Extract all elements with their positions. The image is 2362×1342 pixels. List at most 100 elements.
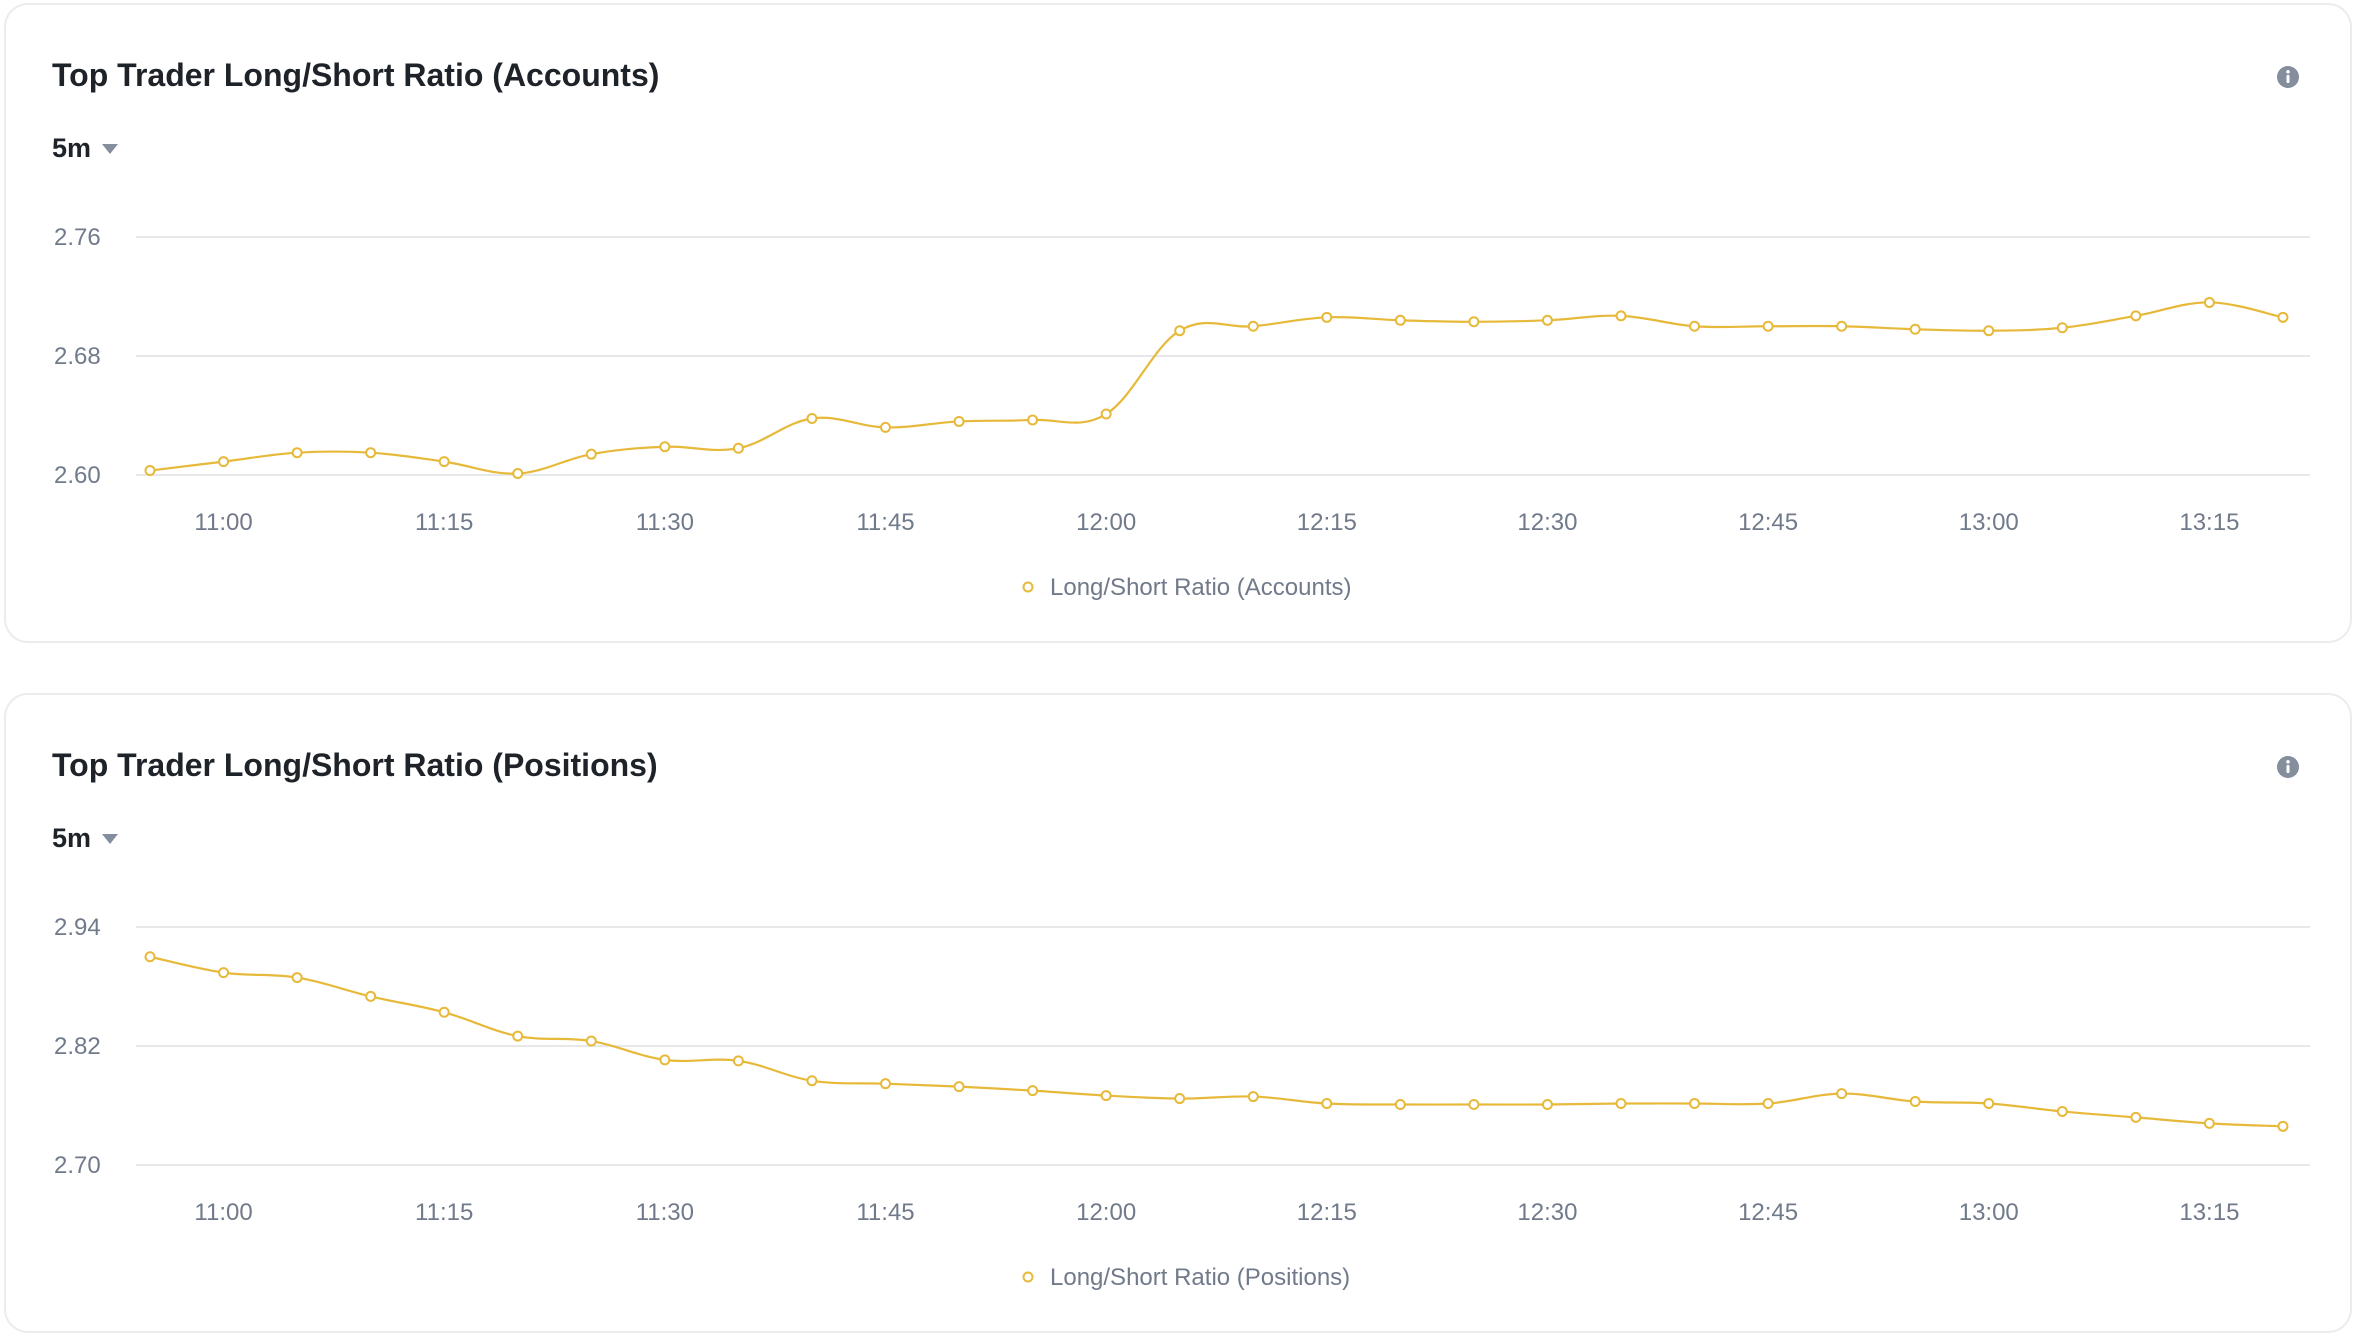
x-tick-label: 12:30 bbox=[1517, 1199, 1577, 1226]
data-point bbox=[1321, 311, 1333, 323]
x-tick-label: 12:00 bbox=[1076, 1199, 1136, 1226]
x-tick-label: 11:45 bbox=[856, 1199, 914, 1226]
x-tick-label: 11:00 bbox=[194, 1199, 252, 1226]
data-point bbox=[218, 967, 230, 979]
x-tick-label: 11:30 bbox=[636, 509, 694, 536]
data-point bbox=[438, 456, 450, 468]
data-point bbox=[365, 990, 377, 1002]
interval-select[interactable]: 5m bbox=[52, 823, 119, 854]
data-point bbox=[1615, 310, 1627, 322]
data-point bbox=[1247, 1091, 1259, 1103]
data-point bbox=[438, 1006, 450, 1018]
data-point bbox=[1468, 1099, 1480, 1111]
data-point bbox=[512, 1030, 524, 1042]
data-point bbox=[512, 468, 524, 480]
y-tick-label: 2.76 bbox=[54, 224, 101, 251]
data-point bbox=[880, 1078, 891, 1090]
legend-marker-icon bbox=[1022, 1271, 1034, 1283]
legend-label: Long/Short Ratio (Accounts) bbox=[1050, 574, 1352, 601]
y-tick-label: 2.68 bbox=[54, 343, 101, 370]
x-tick-label: 12:15 bbox=[1297, 1199, 1357, 1226]
data-point bbox=[1321, 1098, 1333, 1110]
line-chart-positions: 2.70 2.82 2.94 11:00 11:15 11:30 11:45 12:00 12:… bbox=[54, 914, 2310, 1291]
series-line bbox=[149, 301, 2284, 475]
data-point bbox=[2203, 1117, 2215, 1129]
data-point bbox=[2056, 1105, 2068, 1117]
data-point bbox=[880, 421, 891, 433]
data-point bbox=[1836, 1088, 1848, 1100]
data-point bbox=[953, 415, 965, 427]
data-point bbox=[1762, 320, 1774, 332]
caret-down-icon bbox=[102, 143, 119, 154]
data-point bbox=[1689, 320, 1701, 332]
data-point bbox=[1983, 325, 1995, 337]
data-point bbox=[1615, 1098, 1627, 1110]
y-tick-label: 2.70 bbox=[54, 1152, 101, 1179]
data-point bbox=[806, 1075, 818, 1087]
data-point bbox=[144, 951, 156, 963]
data-point bbox=[1247, 320, 1259, 332]
x-tick-label: 13:15 bbox=[2179, 1199, 2239, 1226]
y-tick-label: 2.60 bbox=[54, 462, 101, 489]
data-point bbox=[365, 447, 377, 459]
data-point bbox=[1909, 323, 1921, 335]
x-tick-label: 12:45 bbox=[1738, 1199, 1798, 1226]
x-tick-label: 13:00 bbox=[1959, 1199, 2019, 1226]
chart-card-accounts: Top Trader Long/Short Ratio (Accounts) 5… bbox=[4, 3, 2352, 643]
card-title: Top Trader Long/Short Ratio (Accounts) bbox=[52, 57, 660, 93]
data-point bbox=[806, 412, 818, 424]
data-point bbox=[2277, 311, 2289, 323]
x-tick-label: 11:45 bbox=[856, 509, 914, 536]
x-tick-label: 11:15 bbox=[415, 1199, 473, 1226]
data-point bbox=[1394, 1099, 1406, 1111]
data-point bbox=[291, 972, 303, 984]
data-point bbox=[1541, 1099, 1553, 1111]
info-icon[interactable] bbox=[2276, 65, 2300, 89]
data-point bbox=[1100, 1090, 1112, 1102]
x-tick-label: 13:15 bbox=[2179, 509, 2239, 536]
data-point bbox=[2056, 322, 2068, 334]
card-title: Top Trader Long/Short Ratio (Positions) bbox=[52, 747, 658, 783]
data-point bbox=[1027, 1085, 1039, 1097]
info-icon[interactable] bbox=[2276, 755, 2300, 779]
interval-select[interactable]: 5m bbox=[52, 133, 119, 164]
data-point bbox=[585, 448, 597, 460]
data-point bbox=[1541, 314, 1553, 326]
interval-value: 5m bbox=[52, 133, 92, 163]
data-point bbox=[144, 465, 156, 477]
data-point bbox=[1762, 1098, 1774, 1110]
legend-marker-icon bbox=[1022, 581, 1034, 593]
chart-card-positions: Top Trader Long/Short Ratio (Positions) … bbox=[4, 693, 2352, 1333]
x-tick-label: 11:00 bbox=[194, 509, 252, 536]
data-point bbox=[2277, 1120, 2289, 1132]
data-point bbox=[1394, 314, 1406, 326]
x-tick-label: 12:45 bbox=[1738, 509, 1798, 536]
data-point bbox=[2130, 1111, 2142, 1123]
data-point bbox=[1983, 1098, 1995, 1110]
series-line bbox=[149, 955, 2283, 1128]
data-point bbox=[953, 1081, 965, 1093]
line-chart-accounts: 2.60 2.68 2.76 11:00 11:15 11:30 11:45 12:00 12:… bbox=[54, 224, 2310, 601]
y-tick-label: 2.94 bbox=[54, 914, 101, 941]
legend-label: Long/Short Ratio (Positions) bbox=[1050, 1264, 1350, 1291]
data-point bbox=[732, 442, 744, 454]
data-point bbox=[732, 1055, 744, 1067]
data-point bbox=[1909, 1096, 1921, 1108]
data-point bbox=[1689, 1098, 1701, 1110]
x-tick-label: 13:00 bbox=[1959, 509, 2019, 536]
data-point bbox=[1836, 320, 1848, 332]
data-point bbox=[1174, 325, 1186, 337]
data-point bbox=[1027, 414, 1039, 426]
x-tick-label: 11:15 bbox=[415, 509, 473, 536]
data-point bbox=[218, 456, 230, 468]
data-point bbox=[2203, 296, 2215, 308]
caret-down-icon bbox=[102, 833, 119, 844]
y-tick-label: 2.82 bbox=[54, 1033, 101, 1060]
data-point bbox=[1468, 316, 1480, 328]
x-tick-label: 12:30 bbox=[1517, 509, 1577, 536]
data-point bbox=[291, 447, 303, 459]
x-tick-label: 11:30 bbox=[636, 1199, 694, 1226]
data-point bbox=[659, 1054, 671, 1066]
interval-value: 5m bbox=[52, 823, 92, 853]
data-point bbox=[585, 1035, 597, 1047]
